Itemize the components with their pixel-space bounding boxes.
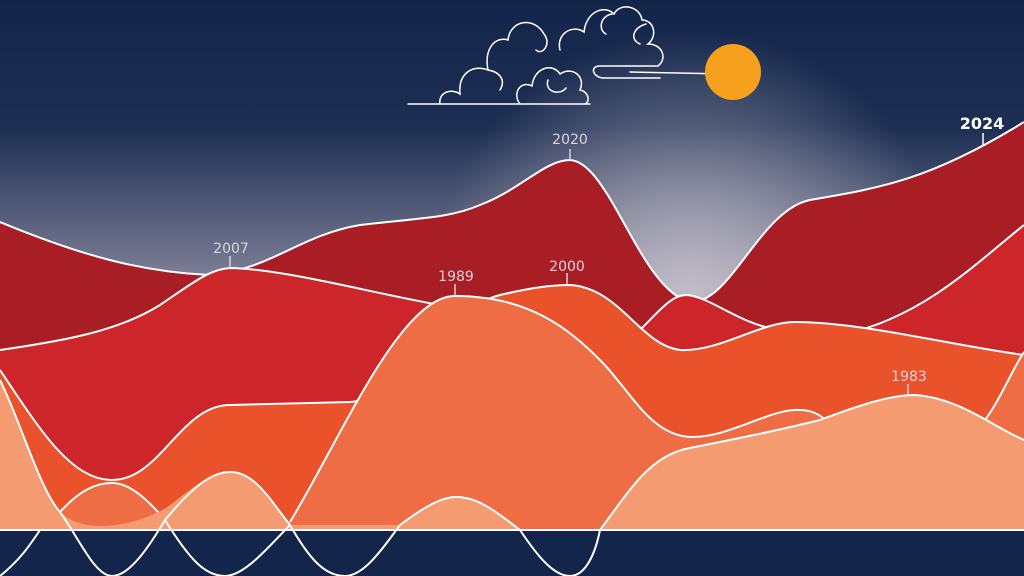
year-labels: 2020 2007 1989 2000 1983 2024: [213, 114, 1004, 395]
year-label: 2020: [552, 132, 588, 148]
layer-edge: [59, 294, 1024, 523]
year-label: 2007: [213, 241, 249, 257]
underground-line: [0, 511, 601, 576]
year-label: 1983: [891, 369, 927, 385]
year-label: 2000: [549, 259, 585, 275]
sun: [705, 44, 761, 100]
layer-edge: [0, 379, 1024, 531]
layer-salmon: [0, 380, 1024, 576]
year-label: 2024: [960, 114, 1005, 133]
layer-edge: [0, 224, 1024, 351]
ground: [0, 530, 1024, 576]
year-label: 1989: [438, 269, 474, 285]
layer-edge: [0, 283, 1024, 482]
